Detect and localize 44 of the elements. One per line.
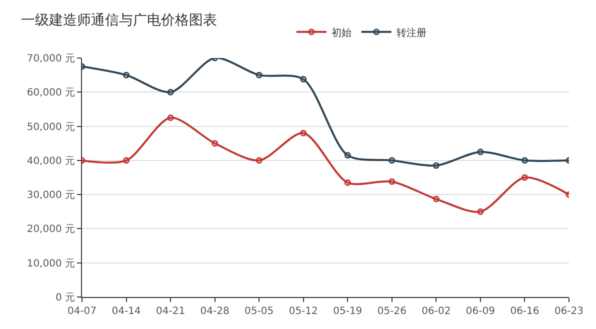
x-tick-label: 04-07 — [67, 306, 97, 317]
point — [432, 196, 440, 202]
x-tick-label: 06-02 — [422, 306, 451, 317]
y-tick-label: 60,000 元 — [26, 88, 75, 99]
point — [388, 178, 396, 185]
y-tick-label: 20,000 元 — [26, 224, 75, 236]
point — [167, 114, 174, 121]
point — [212, 140, 218, 147]
point — [256, 157, 262, 164]
point — [300, 130, 307, 136]
point — [123, 72, 130, 78]
legend-label: 初始 — [331, 26, 352, 39]
x-tick-label: 06-16 — [510, 306, 540, 317]
line-series — [82, 58, 569, 169]
point — [344, 152, 351, 159]
x-tick-label: 05-26 — [377, 306, 406, 317]
chart-title: 一级建造师通信与广电价格图表 — [20, 12, 217, 29]
legend-label: 转注册 — [396, 26, 426, 39]
point — [432, 162, 440, 169]
point — [256, 72, 262, 78]
y-tick-label: 10,000 元 — [26, 258, 75, 270]
point — [521, 157, 528, 164]
y-tick-label: 40,000 元 — [26, 156, 75, 167]
x-tick-label: 06-09 — [466, 306, 495, 317]
x-tick-label: 05-12 — [288, 306, 318, 317]
x-tick-label: 05-05 — [244, 306, 274, 317]
point — [521, 174, 528, 181]
x-tick-label: 06-23 — [554, 306, 584, 317]
point — [388, 157, 396, 164]
point — [167, 88, 174, 96]
point — [477, 148, 484, 156]
point — [344, 179, 351, 186]
x-tick-label: 04-21 — [156, 306, 186, 317]
point — [477, 208, 484, 215]
x-tick-label: 05-19 — [333, 306, 362, 317]
x-tick-label: 04-14 — [112, 306, 141, 317]
y-tick-label: 30,000 元 — [26, 190, 75, 202]
y-tick-label: 50,000 元 — [26, 122, 75, 133]
point — [300, 76, 307, 82]
x-tick-label: 04-28 — [200, 306, 230, 317]
y-tick-label: 0 元 — [55, 292, 75, 304]
line-series — [82, 114, 569, 215]
y-tick-label: 70,000 元 — [26, 54, 75, 64]
point — [123, 157, 130, 164]
